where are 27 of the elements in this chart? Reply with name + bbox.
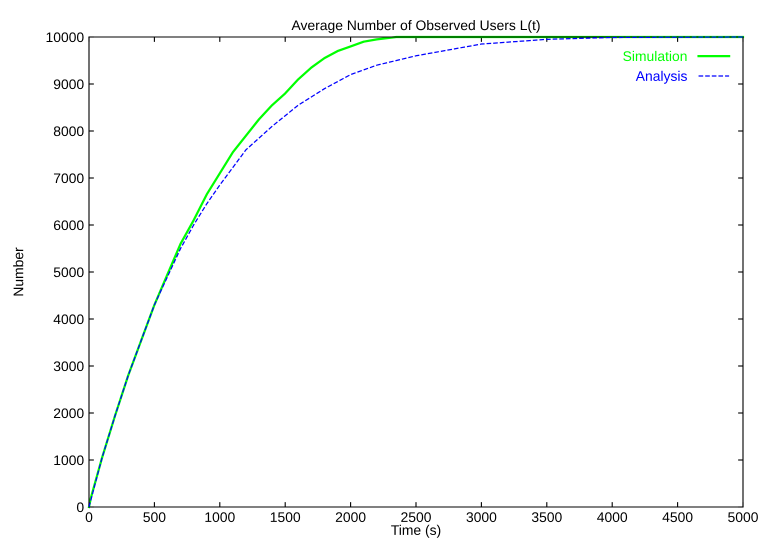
y-tick-label: 8000 — [54, 126, 84, 136]
x-axis-title: Time (s) — [391, 524, 440, 538]
y-tick-label: 2000 — [54, 408, 84, 418]
y-tick-label: 0 — [76, 502, 84, 512]
y-tick-label: 7000 — [54, 173, 84, 184]
x-tick-label: 4000 — [597, 512, 628, 522]
x-tick-label: 2000 — [336, 512, 366, 522]
y-tick-label: 1000 — [54, 455, 84, 466]
x-tick-label: 2500 — [401, 512, 431, 522]
x-tick-label: 5000 — [728, 512, 758, 522]
x-tick-label: 0 — [86, 512, 92, 522]
y-tick-label: 4000 — [54, 314, 84, 324]
legend-label: Simulation — [623, 50, 687, 62]
x-tick-label: 1500 — [270, 512, 300, 522]
y-tick-label: 6000 — [54, 220, 84, 230]
y-axis-title: Number — [13, 248, 24, 296]
x-tick-label: 4500 — [662, 512, 693, 522]
y-tick-label: 3000 — [54, 361, 84, 372]
chart-title: Average Number of Observed Users L(t) — [291, 20, 540, 33]
y-tick-label: 10000 — [46, 32, 84, 42]
y-tick-label: 9000 — [54, 79, 84, 90]
x-tick-label: 3500 — [532, 512, 562, 522]
y-tick-label: 5000 — [54, 267, 84, 278]
legend-label: Analysis — [636, 70, 687, 84]
x-tick-label: 500 — [143, 512, 166, 522]
x-tick-label: 1000 — [205, 512, 235, 522]
x-tick-label: 3000 — [466, 512, 496, 522]
